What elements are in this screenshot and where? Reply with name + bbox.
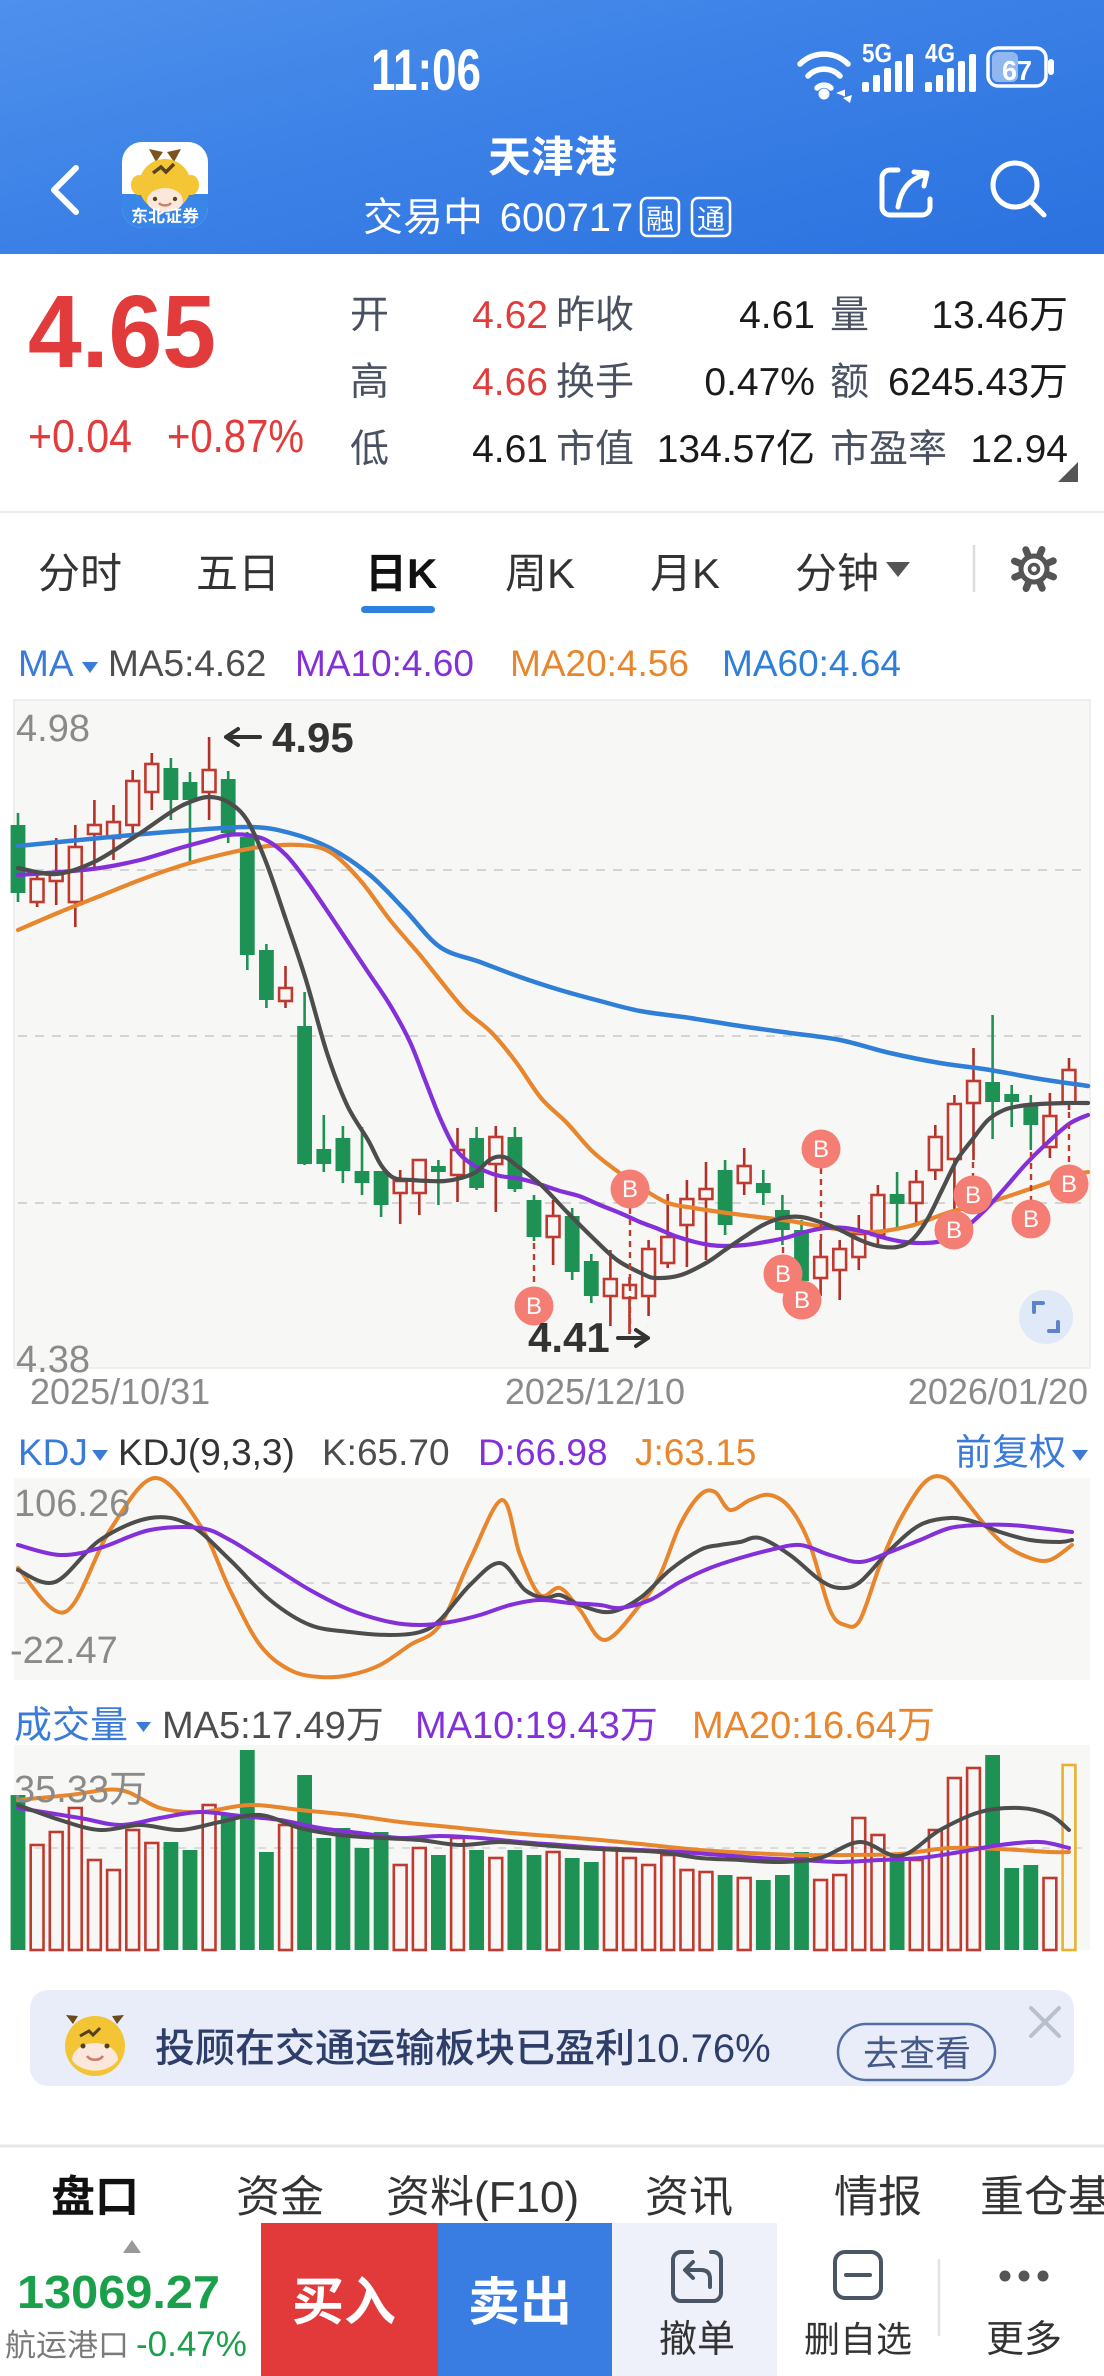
- svg-text:4.62: 4.62: [472, 294, 548, 337]
- svg-text:13.46: 13.46: [931, 294, 1029, 337]
- svg-text:4.41: 4.41: [528, 1314, 610, 1361]
- svg-text:MA5:17.49: MA5:17.49: [162, 1705, 346, 1747]
- svg-text:D:66.98: D:66.98: [478, 1432, 608, 1473]
- svg-text:MA10:19.43: MA10:19.43: [415, 1705, 620, 1747]
- svg-text:134.57: 134.57: [657, 428, 776, 471]
- svg-text:13069.27: 13069.27: [17, 2266, 220, 2318]
- svg-text:67: 67: [1002, 55, 1032, 86]
- svg-text:4.65: 4.65: [28, 274, 216, 389]
- svg-text:4.61: 4.61: [472, 428, 548, 471]
- svg-text:4.61: 4.61: [739, 294, 815, 337]
- svg-text:MA60:4.64: MA60:4.64: [722, 643, 901, 684]
- svg-text:4.38: 4.38: [16, 1339, 90, 1381]
- svg-text:2026/01/20: 2026/01/20: [908, 1371, 1088, 1412]
- svg-text:600717: 600717: [500, 196, 633, 240]
- svg-text:B: B: [965, 1182, 981, 1209]
- svg-text:(F10): (F10): [474, 2173, 579, 2222]
- svg-text:MA20:4.56: MA20:4.56: [510, 643, 689, 684]
- svg-text:KDJ: KDJ: [18, 1432, 88, 1473]
- svg-text:B: B: [1023, 1206, 1039, 1233]
- svg-text:B: B: [526, 1293, 542, 1320]
- svg-text:B: B: [813, 1136, 829, 1163]
- svg-text:4.66: 4.66: [472, 361, 548, 404]
- svg-text:2025/12/10: 2025/12/10: [505, 1371, 685, 1412]
- svg-text:B: B: [775, 1261, 791, 1288]
- svg-text:B: B: [1061, 1171, 1077, 1198]
- svg-text:106.26: 106.26: [14, 1483, 130, 1525]
- svg-text:K: K: [547, 550, 575, 597]
- svg-text:J:63.15: J:63.15: [635, 1432, 756, 1473]
- svg-text:KDJ(9,3,3): KDJ(9,3,3): [118, 1432, 295, 1473]
- svg-text:MA: MA: [18, 643, 74, 684]
- svg-text:0.47%: 0.47%: [704, 361, 815, 404]
- svg-text:4.98: 4.98: [16, 708, 90, 750]
- svg-text:B: B: [622, 1176, 638, 1203]
- svg-text:+0.87%: +0.87%: [167, 410, 304, 462]
- svg-text:10.76%: 10.76%: [635, 2027, 771, 2071]
- svg-text:B: B: [794, 1287, 810, 1314]
- svg-text:MA10:4.60: MA10:4.60: [295, 643, 474, 684]
- svg-text:2025/10/31: 2025/10/31: [30, 1371, 210, 1412]
- svg-text:K:65.70: K:65.70: [322, 1432, 450, 1473]
- svg-text:MA5:4.62: MA5:4.62: [108, 643, 266, 684]
- svg-text:35.33: 35.33: [14, 1769, 109, 1811]
- svg-text:+0.04: +0.04: [28, 410, 132, 462]
- svg-text:MA20:16.64: MA20:16.64: [692, 1705, 897, 1747]
- svg-text:5G: 5G: [862, 38, 892, 68]
- svg-text:-0.47%: -0.47%: [136, 2325, 247, 2364]
- svg-text:4G: 4G: [925, 38, 955, 68]
- svg-text:11:06: 11:06: [371, 38, 481, 103]
- svg-text:4.95: 4.95: [272, 714, 354, 761]
- svg-text:6245.43: 6245.43: [888, 361, 1029, 404]
- svg-text:K: K: [407, 550, 437, 597]
- svg-text:-22.47: -22.47: [10, 1630, 118, 1672]
- svg-text:12.94: 12.94: [970, 428, 1068, 471]
- svg-text:B: B: [946, 1217, 962, 1244]
- svg-text:K: K: [692, 550, 720, 597]
